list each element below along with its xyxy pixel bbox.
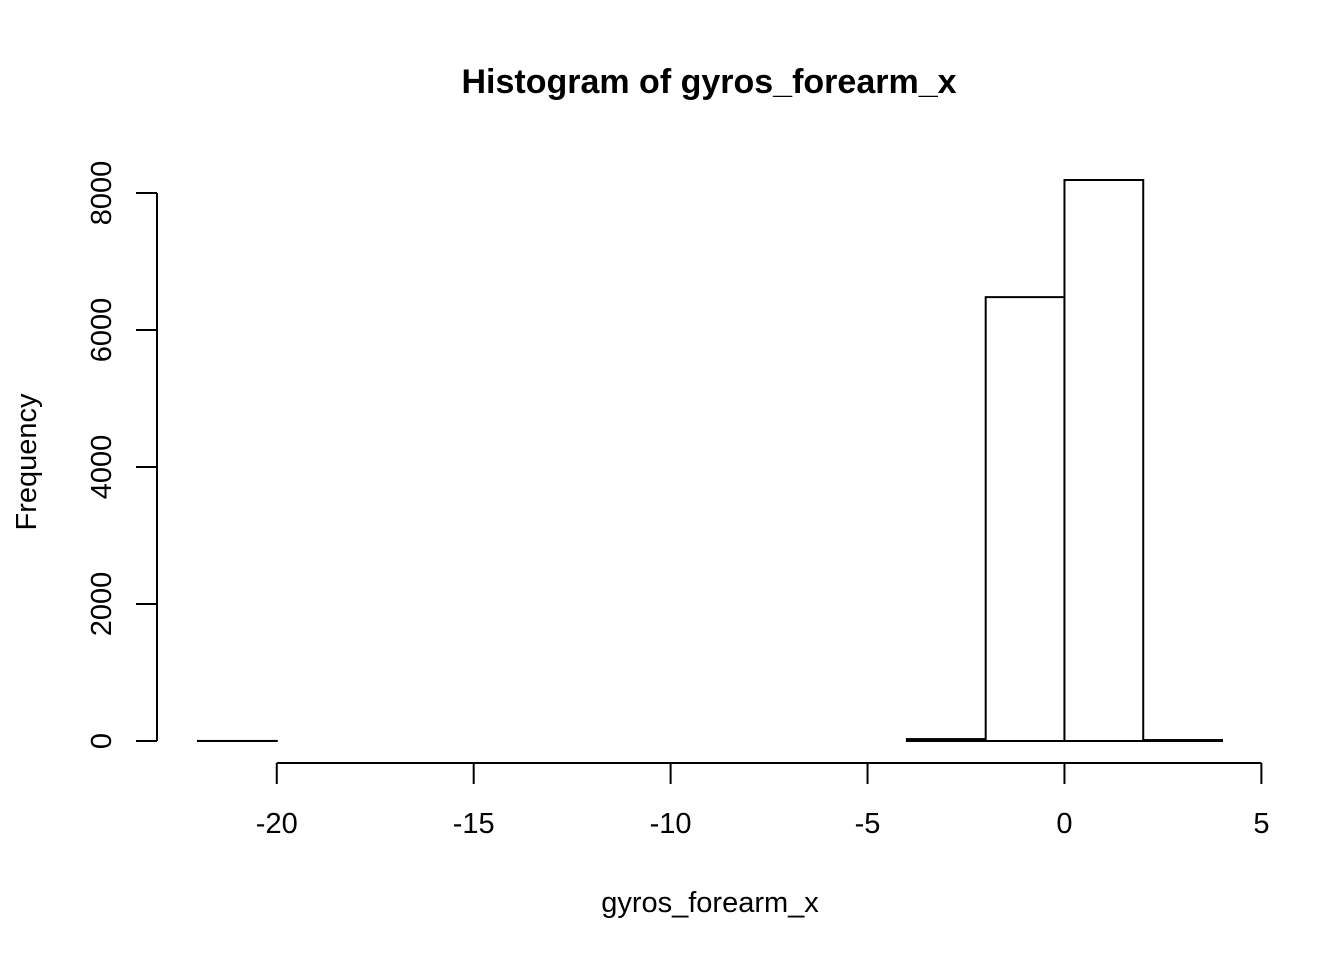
histogram-bar (1063, 179, 1145, 742)
chart-title: Histogram of gyros_forearm_x (461, 63, 956, 101)
histogram-bar (905, 738, 987, 742)
y-tick-label: 2000 (86, 572, 118, 637)
x-axis-label: gyros_forearm_x (601, 887, 819, 919)
x-tick-label: -5 (855, 808, 881, 840)
y-axis: 0 2000 4000 6000 8000 (86, 161, 158, 749)
x-tick-label: -20 (256, 808, 298, 840)
x-tick-label: 5 (1253, 808, 1269, 840)
histogram-bar (984, 296, 1066, 742)
y-tick-label: 0 (86, 733, 118, 749)
x-tick-label: -10 (650, 808, 692, 840)
histogram-bars (197, 179, 1223, 743)
x-axis: -20 -15 -10 -5 0 5 (256, 762, 1269, 840)
y-axis-label: Frequency (11, 393, 43, 531)
histogram-bar (1142, 739, 1223, 742)
y-tick-label: 4000 (86, 435, 118, 500)
y-tick-label: 6000 (86, 298, 118, 363)
x-tick-label: -15 (453, 808, 495, 840)
y-tick-label: 8000 (86, 161, 118, 226)
x-tick-label: 0 (1056, 808, 1072, 840)
